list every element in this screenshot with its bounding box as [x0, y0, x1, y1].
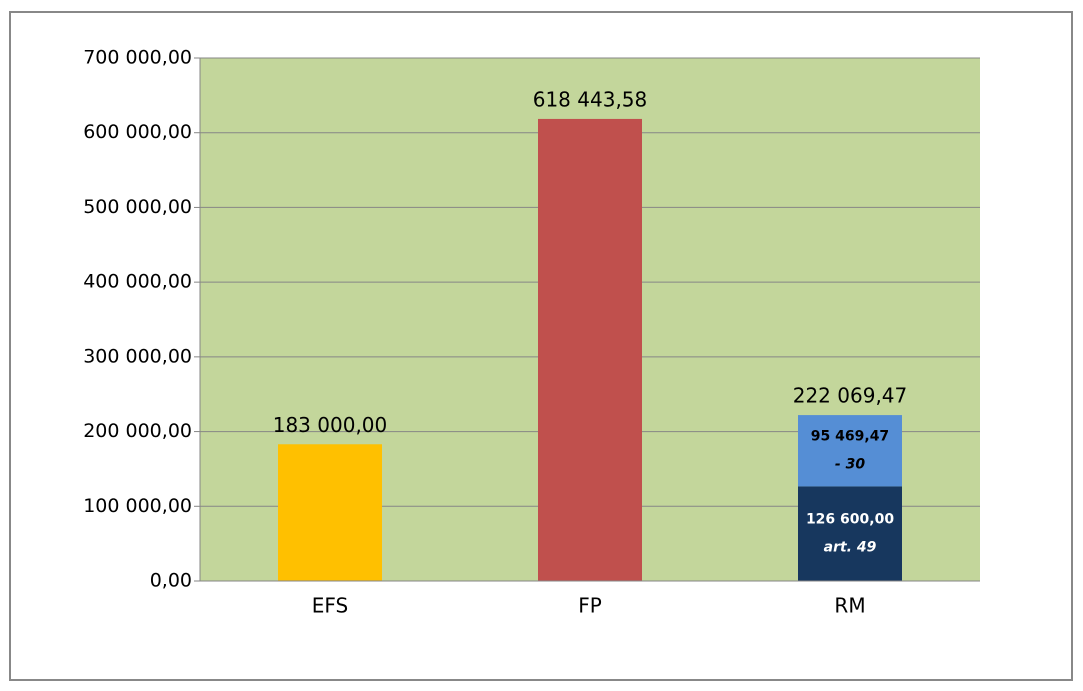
y-tick-label: 100 000,00	[83, 495, 192, 517]
x-tick-label: EFS	[312, 594, 348, 618]
bar	[278, 444, 382, 581]
y-tick-label: 600 000,00	[83, 121, 192, 143]
y-tick-label: 400 000,00	[83, 271, 192, 293]
total-label: 222 069,47	[793, 384, 908, 408]
y-tick-label: 200 000,00	[83, 420, 192, 442]
x-tick-label: FP	[578, 594, 602, 618]
segment-label: 126 600,00	[806, 512, 894, 528]
segment-note: - 30	[835, 457, 865, 473]
y-tick-label: 700 000,00	[83, 47, 192, 69]
bar	[538, 118, 642, 581]
bar	[798, 415, 902, 487]
y-tick-label: 300 000,00	[83, 345, 192, 367]
value-label: 183 000,00	[273, 413, 388, 437]
y-tick-label: 500 000,00	[83, 196, 192, 218]
x-tick-label: RM	[834, 594, 865, 618]
segment-label: 95 469,47	[811, 429, 889, 445]
y-tick-label: 0,00	[150, 570, 192, 592]
value-label: 618 443,58	[533, 87, 648, 111]
segment-note: art. 49	[824, 540, 877, 556]
bar	[798, 486, 902, 581]
